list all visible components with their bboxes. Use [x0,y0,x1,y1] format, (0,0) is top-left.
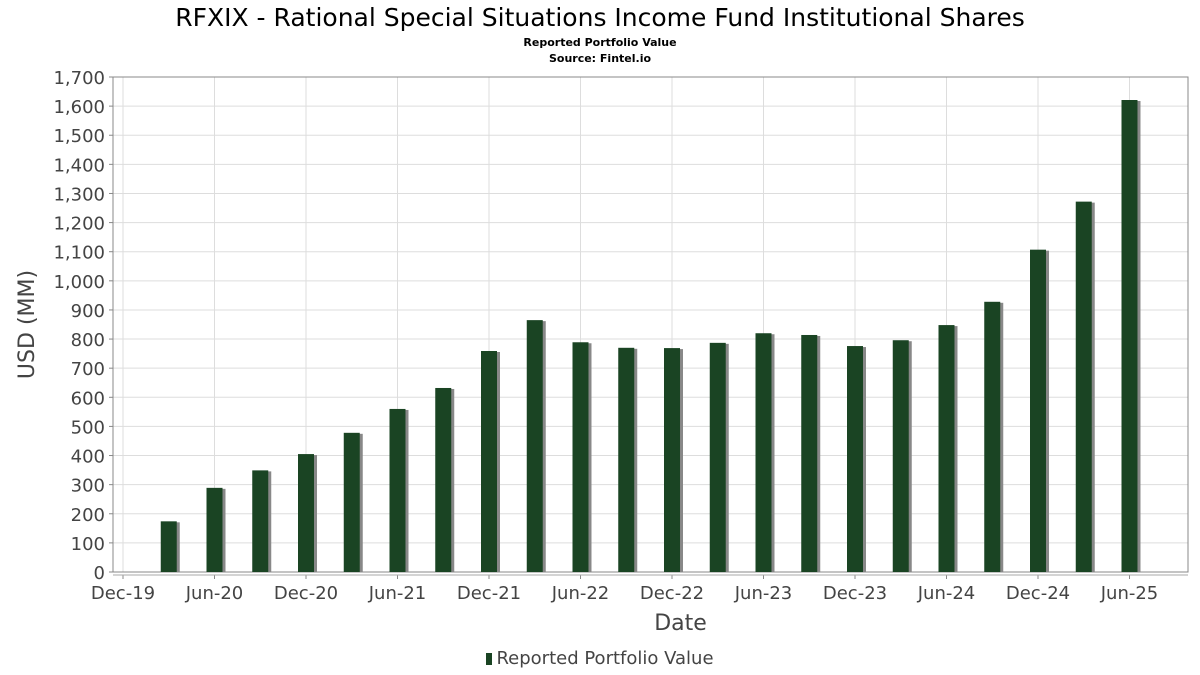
legend-label: Reported Portfolio Value [496,648,714,669]
bar [709,342,726,572]
bar [206,487,223,572]
y-tick-label: 1,100 [53,243,105,264]
bar [1121,100,1138,573]
plot-border [112,76,1189,573]
y-tick-label: 1,700 [53,68,105,89]
bar [389,408,406,572]
legend-swatch [486,653,493,665]
y-tick-label: 1,600 [53,97,105,118]
bar [160,521,177,572]
y-tick-label: 300 [71,476,105,497]
x-tick-label: Jun-20 [185,583,244,604]
y-tick-label: 800 [71,330,105,351]
y-tick-label: 400 [71,447,105,468]
y-tick-label: 200 [71,505,105,526]
y-tick-label: 700 [71,359,105,380]
y-tick-label: 1,400 [53,155,105,176]
y-tick-label: 1,500 [53,126,105,147]
y-tick-label: 1,200 [53,214,105,235]
x-tick-label: Dec-24 [1006,583,1070,604]
y-tick-label: 0 [94,563,105,584]
x-axis-title: Date [654,611,707,636]
bar [435,387,452,572]
bar [938,325,955,572]
bar [298,454,314,572]
bar [664,348,680,572]
bar [481,350,497,572]
y-tick-label: 600 [71,388,105,409]
x-tick-label: Dec-23 [823,583,887,604]
x-tick-label: Dec-20 [274,583,338,604]
x-tick-label: Jun-22 [551,583,610,604]
bar [1075,201,1092,572]
bar [343,432,360,572]
bar [252,470,269,572]
chart-title: RFXIX - Rational Special Situations Inco… [175,3,1025,32]
y-tick-label: 500 [71,417,105,438]
bar [572,342,589,572]
legend: Reported Portfolio Value [0,648,1200,669]
x-tick-label: Jun-23 [734,583,793,604]
y-tick-label: 1,000 [53,272,105,293]
bar [801,334,818,572]
bar [892,340,909,572]
bar [1030,249,1046,572]
x-tick-label: Jun-24 [917,583,976,604]
y-tick-label: 900 [71,301,105,322]
y-tick-label: 100 [71,534,105,555]
bar [847,346,863,572]
bar [618,347,635,572]
x-tick-label: Dec-21 [457,583,521,604]
bar [755,333,772,572]
bar [984,301,1001,572]
x-tick-label: Jun-25 [1100,583,1159,604]
x-tick-label: Dec-22 [640,583,704,604]
y-tick-label: 1,300 [53,184,105,205]
x-tick-label: Dec-19 [91,583,155,604]
chart-source: Source: Fintel.io [548,52,652,65]
x-tick-label: Jun-21 [368,583,427,604]
bar [526,320,543,572]
y-axis-title: USD (MM) [15,270,40,379]
chart-subtitle: Reported Portfolio Value [523,36,677,49]
